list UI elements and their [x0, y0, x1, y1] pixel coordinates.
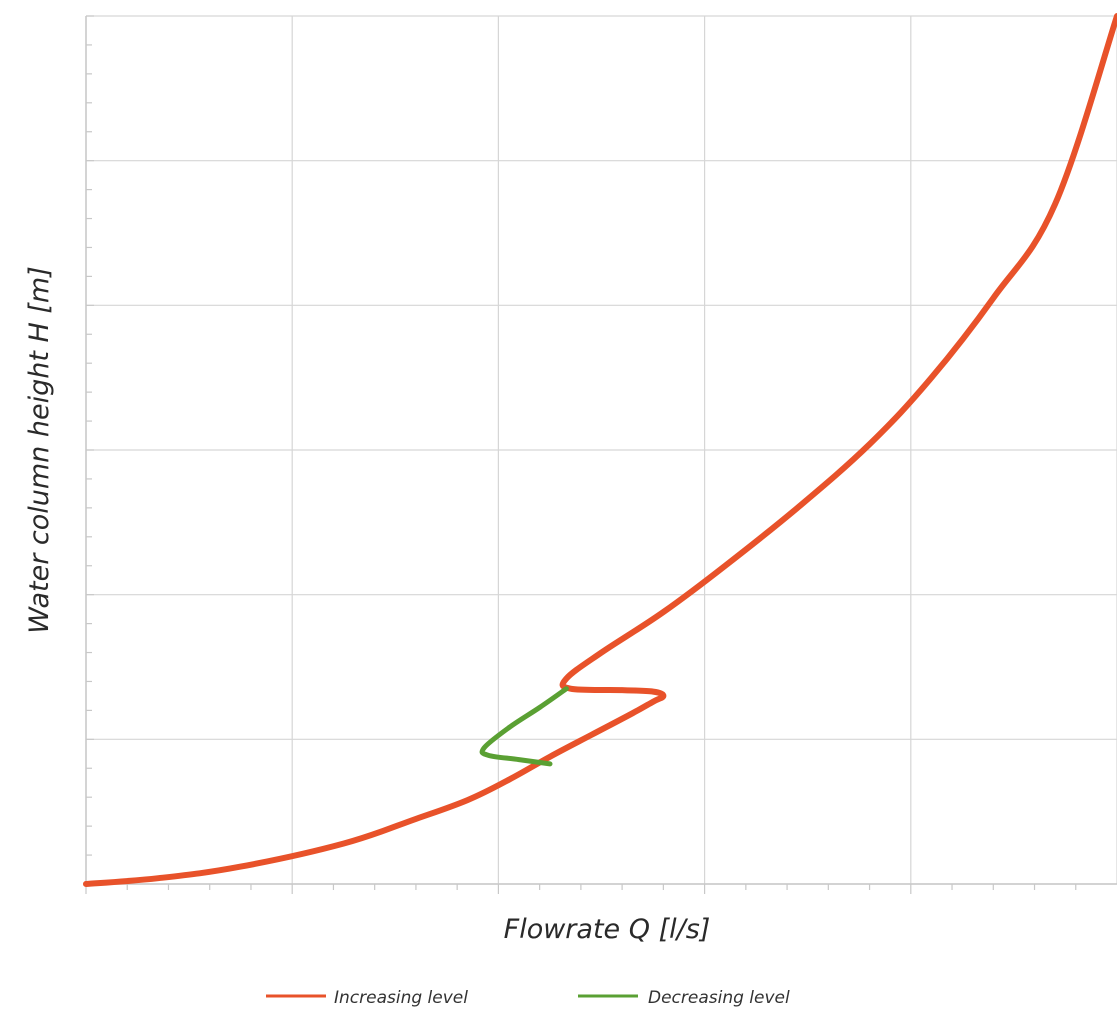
- legend: Increasing level Decreasing level: [266, 988, 790, 1008]
- legend-label-decreasing: Decreasing level: [648, 988, 790, 1008]
- axis-ticks: [85, 15, 1077, 894]
- y-axis-label: Water column height H [m]: [24, 266, 55, 634]
- x-axis-label: Flowrate Q [l/s]: [504, 914, 711, 945]
- series: [83, 13, 1117, 887]
- series-line-increasing-level: [83, 13, 1117, 887]
- series-line-decreasing-level: [479, 686, 569, 767]
- legend-label-increasing: Increasing level: [334, 988, 468, 1008]
- grid: [85, 15, 1117, 885]
